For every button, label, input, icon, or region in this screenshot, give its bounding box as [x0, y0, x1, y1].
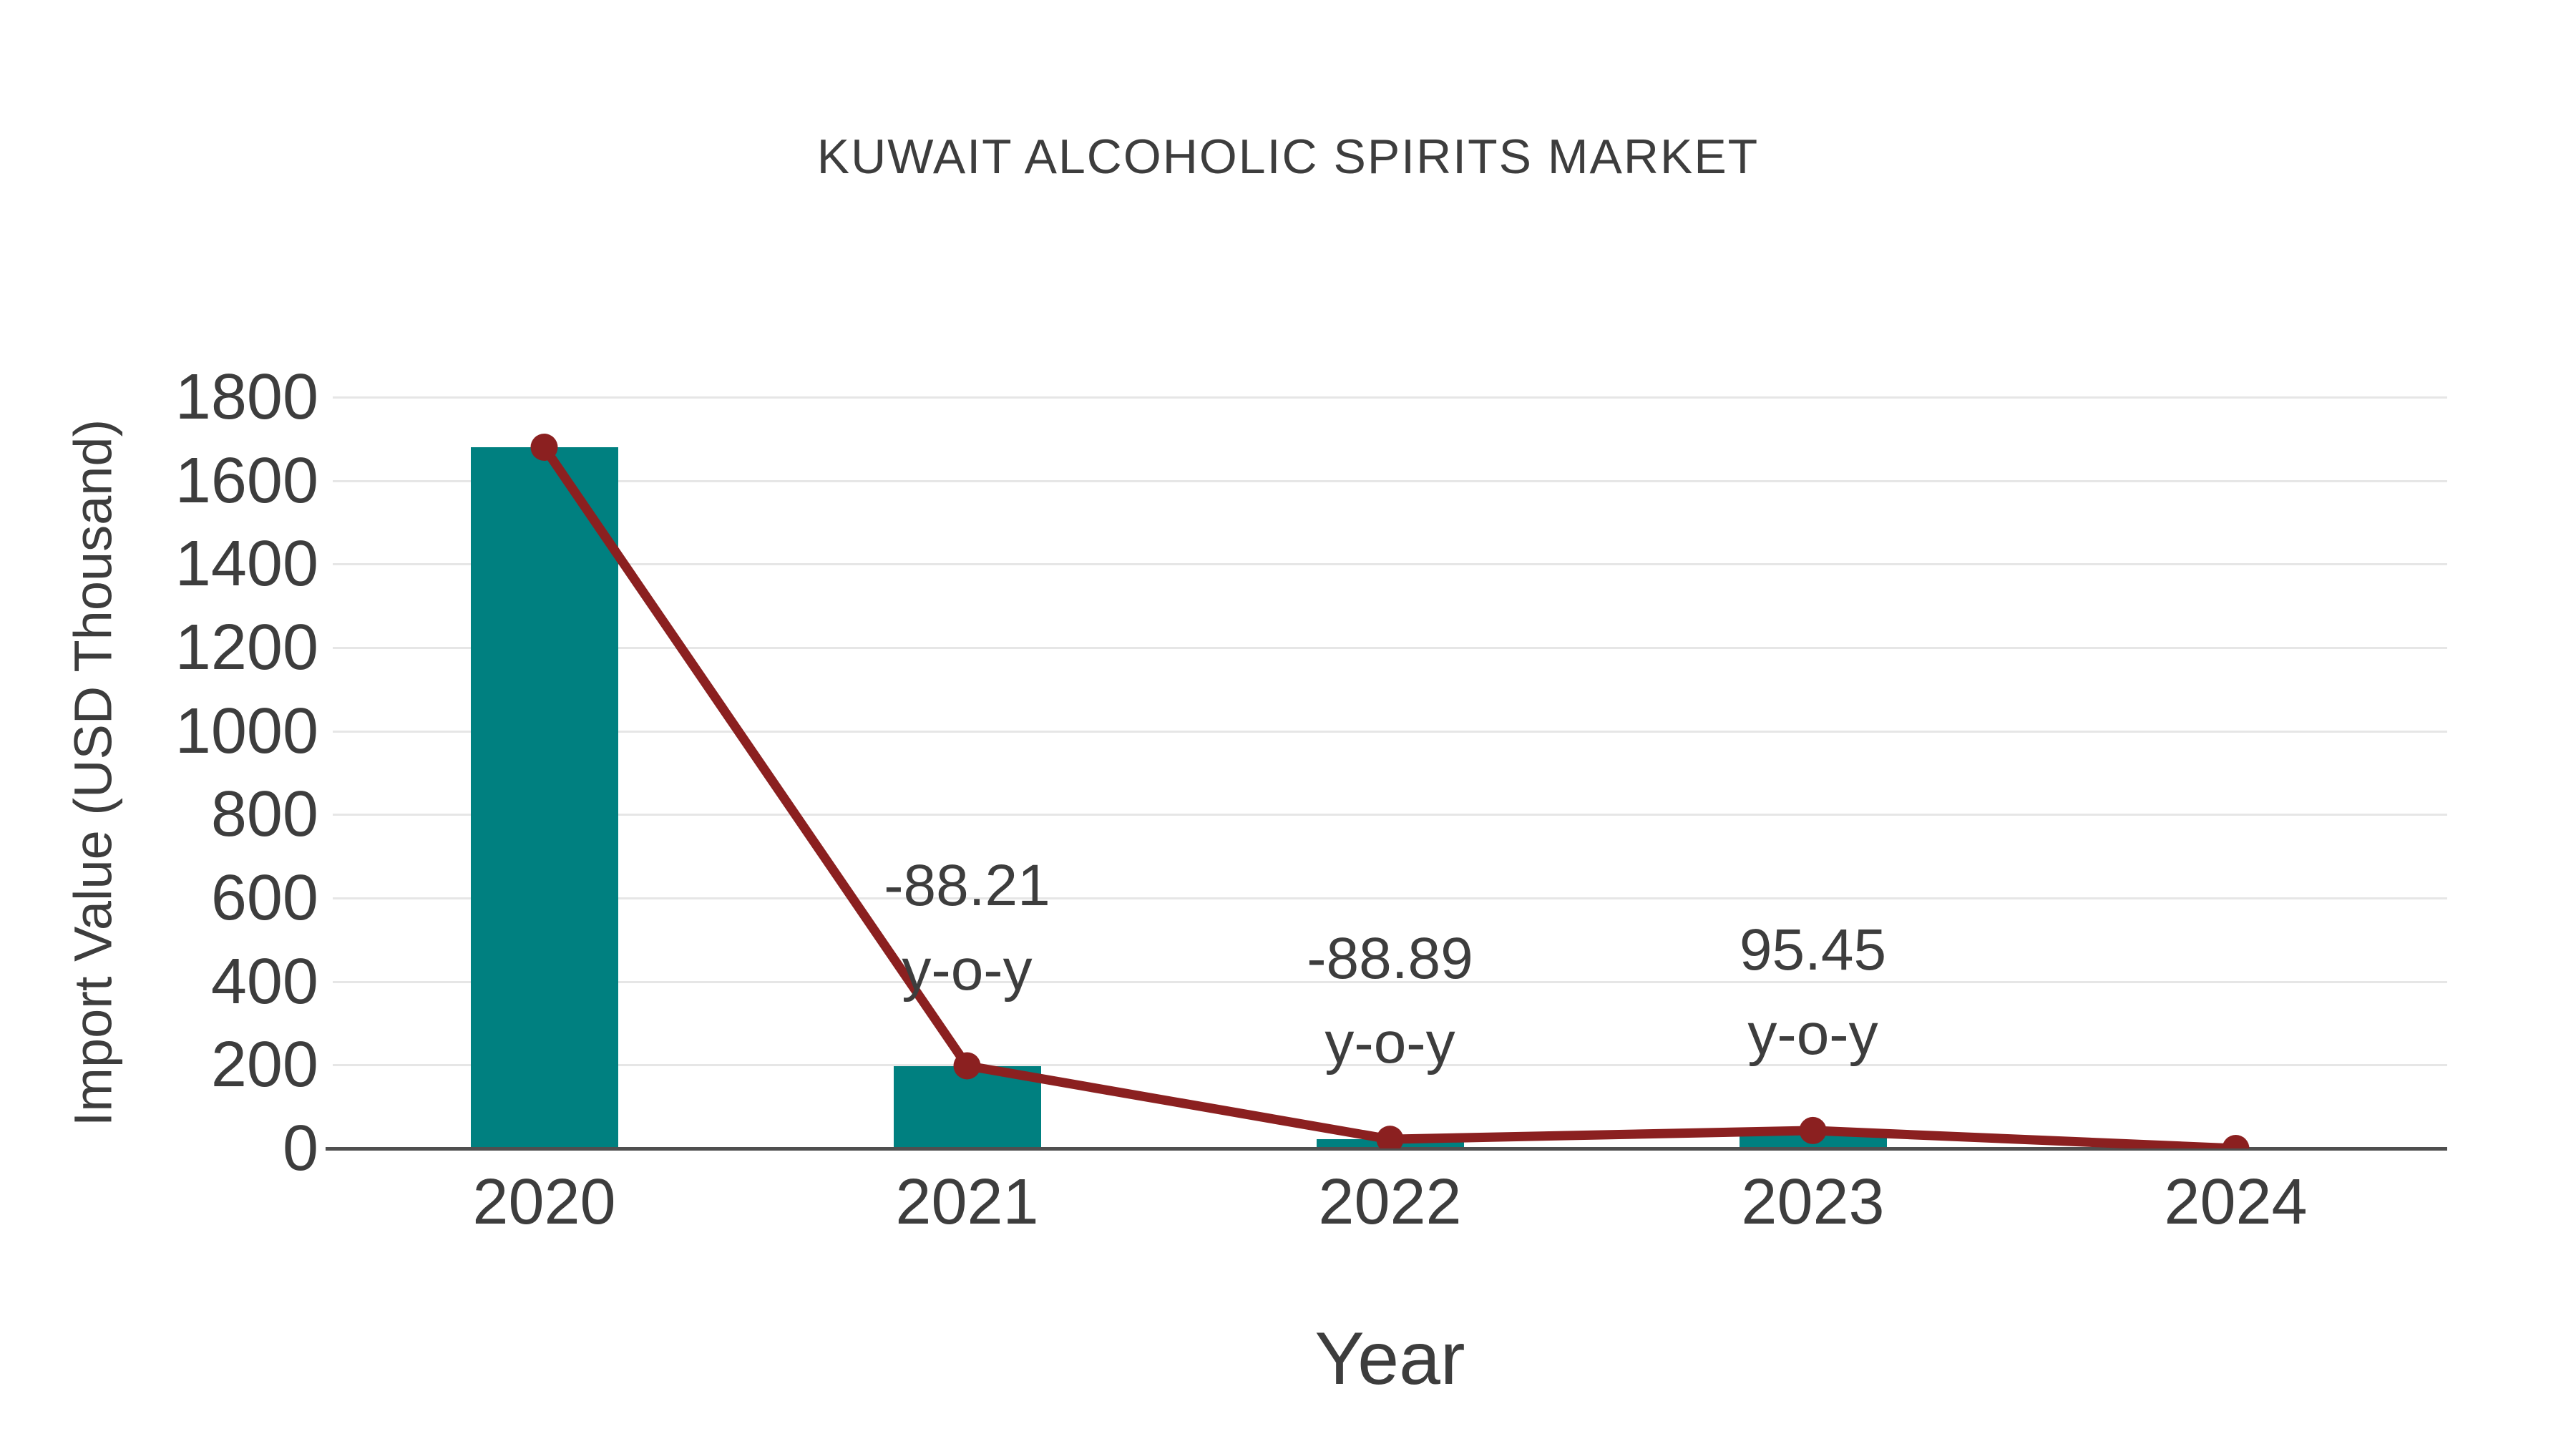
y-tick-label-0: 0 — [282, 1113, 318, 1184]
data-point-marker-2022 — [1376, 1126, 1404, 1148]
gridline-800 — [333, 814, 2447, 816]
x-tick-label-2021: 2021 — [895, 1166, 1039, 1238]
y-tick-label-1400: 1400 — [175, 528, 318, 600]
gridline-1800 — [333, 396, 2447, 399]
x-tick-label-2020: 2020 — [472, 1166, 616, 1238]
annotation-2022-line-1: -88.89 — [1307, 926, 1473, 992]
annotation-2023-line-1: 95.45 — [1739, 917, 1887, 982]
x-tick-label-2022: 2022 — [1318, 1166, 1462, 1238]
gridline-1600 — [333, 479, 2447, 482]
y-tick-label-600: 600 — [210, 862, 318, 934]
annotation-2021: -88.21 y-o-y — [884, 844, 1050, 1013]
y-tick-label-1000: 1000 — [175, 695, 318, 767]
bar-2021 — [893, 1065, 1041, 1148]
gridline-600 — [333, 897, 2447, 899]
y-tick-label-1600: 1600 — [175, 444, 318, 517]
data-point-marker-2024 — [2222, 1135, 2250, 1148]
gridline-1200 — [333, 647, 2447, 649]
x-tick-label-2024: 2024 — [2164, 1166, 2308, 1238]
y-axis-label: Import Value (USD Thousand) — [63, 419, 123, 1127]
gridline-1400 — [333, 563, 2447, 566]
data-point-marker-2023 — [1799, 1116, 1827, 1144]
x-axis-label: Year — [1314, 1317, 1465, 1400]
gridline-1000 — [333, 730, 2447, 733]
bar-2020 — [470, 447, 618, 1148]
y-tick-label-1200: 1200 — [175, 612, 318, 683]
y-tick-label-800: 800 — [210, 779, 318, 851]
annotation-2023-line-2: y-o-y — [1747, 1001, 1878, 1067]
gridline-400 — [333, 980, 2447, 983]
annotation-2021-line-2: y-o-y — [902, 937, 1033, 1002]
annotation-2022-line-2: y-o-y — [1324, 1010, 1455, 1076]
y-tick-label-400: 400 — [210, 945, 318, 1018]
annotation-2022: -88.89 y-o-y — [1307, 917, 1473, 1085]
annotation-2021-line-1: -88.21 — [884, 852, 1050, 918]
chart-title: KUWAIT ALCOHOLIC SPIRITS MARKET — [816, 130, 1760, 184]
annotation-2023: 95.45 y-o-y — [1740, 908, 1886, 1077]
data-point-marker-2021 — [953, 1052, 981, 1080]
data-point-marker-2020 — [530, 434, 558, 461]
y-tick-label-1800: 1800 — [175, 361, 318, 433]
y-tick-label-200: 200 — [210, 1029, 318, 1101]
gridline-200 — [333, 1064, 2447, 1067]
trend-line-layer — [530, 434, 2250, 1148]
x-tick-label-2023: 2023 — [1741, 1166, 1885, 1238]
x-axis-line — [326, 1147, 2447, 1151]
